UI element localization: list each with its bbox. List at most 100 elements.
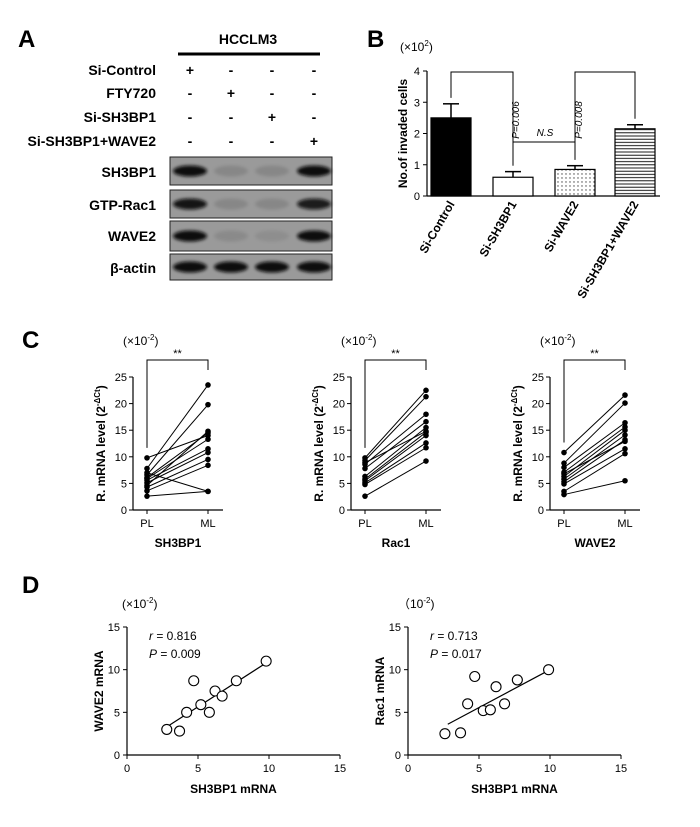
pair-line	[146, 490, 209, 497]
condition-row: FTY720 - + - -	[106, 85, 316, 101]
condition-mark: -	[312, 85, 317, 101]
blot-strips: SH3BP1 GTP-Rac1 WAVE2 β-actin	[89, 156, 333, 281]
pair-line	[563, 440, 626, 475]
panel-letter-b: B	[367, 26, 384, 53]
blot-band	[214, 261, 248, 273]
y-tick-label: 5	[395, 707, 401, 719]
x-tick-label: 5	[476, 763, 482, 775]
condition-mark: -	[270, 133, 275, 149]
x-axis-label: WAVE2	[574, 536, 615, 550]
x-axis-label: SH3BP1 mRNA	[190, 782, 277, 796]
blot-band	[297, 165, 331, 177]
scatter-point	[484, 704, 496, 716]
pl-point	[144, 493, 150, 499]
scatter-point	[260, 655, 272, 667]
ml-point	[423, 440, 429, 446]
y-tick-label: 10	[333, 452, 345, 464]
invasion-bar-chart: 0 1 2 3 4 (×102) No.of invaded cells Si-Control…	[396, 39, 660, 301]
significance-bracket	[512, 141, 576, 166]
western-blot-panel: HCCLM3 Si-Control + - - - FTY720 - + - -…	[27, 31, 333, 281]
x-tick-label: PL	[140, 518, 153, 530]
x-tick-label: 10	[263, 763, 275, 775]
pair-line	[563, 394, 626, 453]
condition-row: Si-SH3BP1+WAVE2 - - - +	[27, 133, 318, 149]
scatter-point	[173, 725, 186, 737]
y-multiplier: (×10-2)	[341, 333, 376, 348]
blot-band	[173, 230, 207, 242]
blot-label: GTP-Rac1	[89, 197, 156, 213]
r-annotation: r = 0.816	[149, 629, 197, 643]
y-multiplier: (×10-2)	[123, 333, 158, 348]
x-tick-label: 5	[195, 763, 201, 775]
y-multiplier: (×10-2)	[122, 596, 157, 611]
scatter-point	[195, 699, 207, 711]
ml-point	[205, 456, 211, 463]
y-axis-label: R. mRNA level (2-ΔCt)	[93, 385, 108, 501]
sh3bp1-paired-chart: 0 5 10 15 20 25 PL ML SH3BP1 (×10-2) R. mRNA level…	[93, 333, 223, 550]
blot-band	[255, 198, 289, 210]
pair-line	[146, 404, 209, 476]
ml-point	[622, 446, 628, 452]
significance-label: P=0.006	[511, 101, 522, 139]
rac1-paired-chart: 0 5 10 15 20 25 PL ML Rac1 (×10-2) R. mRNA level (…	[311, 333, 441, 550]
y-tick-label: 15	[333, 425, 345, 437]
blot-band	[214, 198, 248, 210]
blot-label: SH3BP1	[102, 164, 157, 180]
pair-line	[563, 422, 626, 468]
y-multiplier: （10-2)	[398, 596, 434, 611]
y-tick-label: 5	[339, 478, 345, 490]
condition-mark: -	[312, 109, 317, 125]
y-tick-label: 2	[414, 129, 420, 141]
x-tick-label: Si-WAVE2	[541, 198, 582, 254]
blot-band	[297, 261, 331, 273]
p-annotation: P = 0.009	[149, 647, 201, 661]
ml-point	[423, 387, 429, 394]
cell-line-label: HCCLM3	[219, 31, 278, 47]
pair-line	[364, 389, 427, 459]
pl-point	[362, 481, 368, 488]
x-tick-label: 0	[405, 763, 411, 775]
pair-line	[146, 384, 209, 469]
ml-point	[622, 392, 628, 398]
ml-point	[423, 411, 429, 418]
wave2-correlation-chart: 0 5 10 15 0 5 10 15 SH3BP1 mRNA WAVE2 mRNA (×10-2)…	[92, 596, 346, 796]
p-annotation: P = 0.017	[430, 647, 482, 661]
x-tick-label: 10	[544, 763, 556, 775]
bar	[614, 128, 656, 197]
condition-mark: -	[270, 85, 275, 101]
y-axis-label: WAVE2 mRNA	[92, 650, 106, 731]
pair-line	[146, 452, 209, 484]
pair-line	[364, 430, 427, 464]
pair-line	[563, 429, 626, 477]
ml-point	[423, 393, 429, 400]
scatter-point	[230, 675, 242, 687]
x-tick-label: Si-Control	[416, 199, 457, 256]
blot-band	[255, 261, 289, 273]
bar	[492, 176, 534, 197]
blot-row: β-actin	[110, 253, 333, 281]
pl-point	[144, 475, 150, 482]
ml-point	[205, 462, 211, 469]
ml-point	[205, 382, 211, 388]
ml-point	[423, 418, 429, 425]
scatter-point	[161, 723, 173, 735]
ml-point	[205, 488, 211, 495]
blot-label: β-actin	[110, 260, 156, 276]
y-axis-label: R. mRNA level (2-ΔCt)	[510, 385, 525, 501]
pair-line	[364, 442, 427, 484]
x-tick-label: 15	[615, 763, 627, 775]
y-tick-label: 10	[115, 452, 127, 464]
blot-row: WAVE2	[108, 220, 333, 252]
x-tick-label: PL	[557, 518, 570, 530]
pair-line	[563, 448, 626, 485]
ml-point	[622, 419, 628, 426]
condition-row: Si-Control + - - -	[88, 62, 316, 78]
pair-line	[563, 480, 626, 496]
y-tick-label: 0	[538, 505, 544, 517]
condition-mark: +	[268, 109, 276, 125]
scatter-point	[469, 670, 481, 683]
ml-point	[622, 477, 628, 484]
blot-row: SH3BP1	[102, 156, 333, 186]
r-annotation: r = 0.713	[430, 629, 478, 643]
